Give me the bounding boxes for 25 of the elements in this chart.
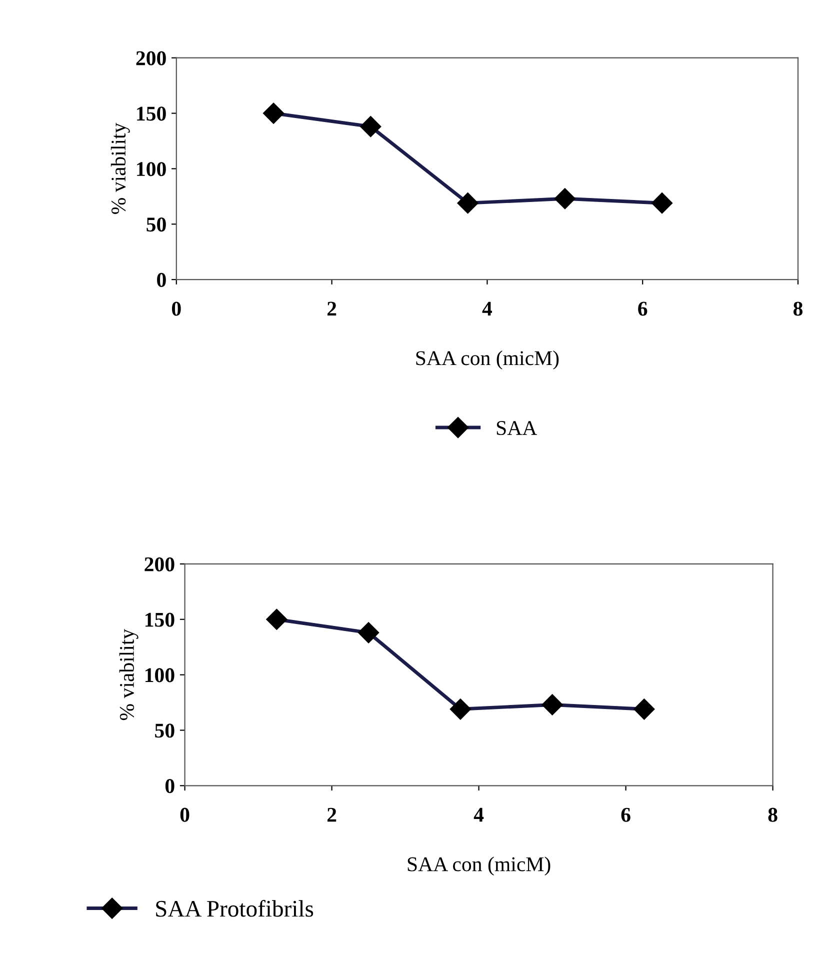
y-tick-label: 150 [137,106,166,121]
x-tick-label: 4 [474,808,484,822]
legend-label: SAA Protofibrils [156,900,314,917]
y-tick-label: 50 [155,724,174,738]
y-tick-label: 100 [146,668,174,682]
legend-label: SAA [496,421,538,436]
y-axis-title: % viability [110,122,130,214]
x-tick-label: 0 [180,808,190,822]
y-tick-label: 50 [146,218,166,232]
x-axis-title: SAA con (micM) [416,350,559,370]
y-tick-label: 150 [146,612,174,627]
x-tick-label: 4 [482,302,492,316]
x-tick-label: 2 [327,302,336,316]
y-tick-label: 0 [165,779,174,794]
y-axis-title: % viability [119,628,138,720]
x-tick-label: 6 [621,808,630,822]
y-tick-label: 200 [136,51,166,66]
x-tick-label: 6 [638,302,648,316]
x-axis-title: SAA con (micM) [408,856,550,876]
x-tick-label: 8 [768,808,778,822]
x-tick-label: 8 [793,302,803,316]
x-tick-label: 2 [327,808,336,822]
y-tick-label: 100 [137,162,166,176]
y-tick-label: 0 [157,272,166,287]
y-tick-label: 200 [144,557,174,572]
